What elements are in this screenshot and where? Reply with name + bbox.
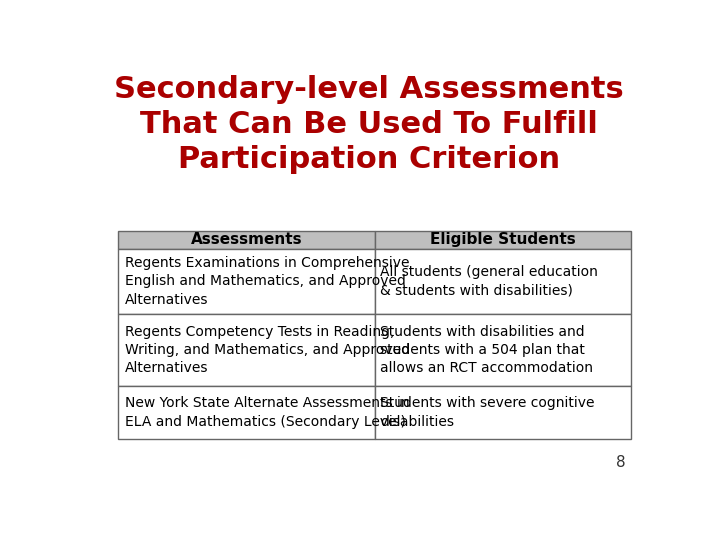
Bar xyxy=(118,386,374,439)
Text: Students with disabilities and
students with a 504 plan that
allows an RCT accom: Students with disabilities and students … xyxy=(380,325,593,375)
Text: New York State Alternate Assessments in
ELA and Mathematics (Secondary Level): New York State Alternate Assessments in … xyxy=(125,396,409,429)
Bar xyxy=(374,386,631,439)
Text: Regents Competency Tests in Reading,
Writing, and Mathematics, and Approved
Alte: Regents Competency Tests in Reading, Wri… xyxy=(125,325,410,375)
Bar xyxy=(374,231,631,249)
Text: Students with severe cognitive
disabilities: Students with severe cognitive disabilit… xyxy=(380,396,595,429)
Text: Regents Examinations in Comprehensive
English and Mathematics, and Approved
Alte: Regents Examinations in Comprehensive En… xyxy=(125,256,409,307)
Text: Eligible Students: Eligible Students xyxy=(430,232,576,247)
Text: Secondary-level Assessments
That Can Be Used To Fulfill
Participation Criterion: Secondary-level Assessments That Can Be … xyxy=(114,75,624,174)
Text: 8: 8 xyxy=(616,455,626,470)
Bar xyxy=(374,249,631,314)
Bar xyxy=(374,314,631,386)
Text: Assessments: Assessments xyxy=(190,232,302,247)
Text: All students (general education
& students with disabilities): All students (general education & studen… xyxy=(380,265,598,298)
Bar xyxy=(118,231,374,249)
Bar xyxy=(118,249,374,314)
Bar xyxy=(118,314,374,386)
